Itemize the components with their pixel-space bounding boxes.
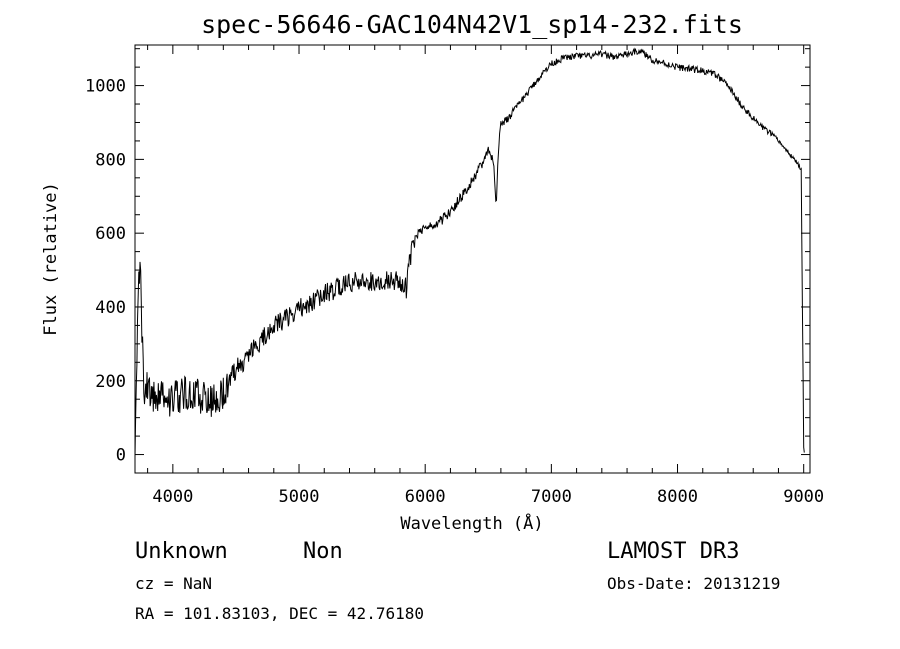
x-tick-label: 9000 xyxy=(783,487,824,507)
plot-frame xyxy=(134,44,811,474)
spectrum-line xyxy=(134,47,805,458)
x-tick-label: 6000 xyxy=(405,487,446,507)
y-tick-label: 600 xyxy=(95,224,126,244)
x-tick-label: 7000 xyxy=(531,487,572,507)
coordinates-info: RA = 101.83103, DEC = 42.76180 xyxy=(135,604,424,623)
axis-ticks xyxy=(135,45,810,473)
y-tick-label: 400 xyxy=(95,298,126,318)
object-subclass: Non xyxy=(303,539,343,564)
y-tick-label: 0 xyxy=(116,446,126,466)
x-tick-label: 5000 xyxy=(279,487,320,507)
x-tick-labels: 4000 5000 6000 7000 8000 9000 xyxy=(152,487,824,507)
x-tick-label: 8000 xyxy=(657,487,698,507)
chart-title: spec-56646-GAC104N42V1_sp14-232.fits xyxy=(201,10,743,39)
x-axis-label: Wavelength (Å) xyxy=(400,512,543,534)
y-tick-labels: 0 200 400 600 800 1000 xyxy=(85,77,126,466)
observation-date: Obs-Date: 20131219 xyxy=(607,574,780,593)
x-tick-label: 4000 xyxy=(152,487,193,507)
y-tick-label: 1000 xyxy=(85,77,126,97)
y-axis-label: Flux (relative) xyxy=(41,182,61,336)
y-tick-label: 200 xyxy=(95,372,126,392)
object-class: Unknown xyxy=(135,539,228,564)
survey-name: LAMOST DR3 xyxy=(607,539,739,564)
redshift-info: cz = NaN xyxy=(135,574,212,593)
y-tick-label: 800 xyxy=(95,150,126,170)
